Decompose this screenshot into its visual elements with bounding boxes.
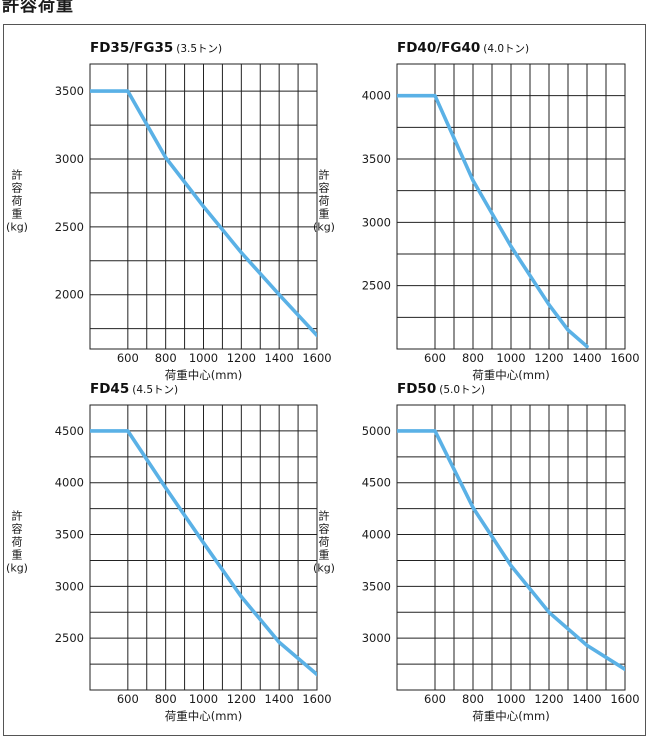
chart-frame (3, 24, 646, 736)
y-tick-label: 3500 (55, 528, 84, 542)
chart-title: FD40/FG40 (397, 40, 480, 56)
x-tick-label: 800 (462, 351, 484, 365)
series-line (397, 93, 589, 349)
chart-panel-4: 3000 3500 4000 4500 5000 600 800 1000 1200 1400 16… (313, 381, 640, 723)
x-tick-label: 600 (424, 351, 446, 365)
series-line (397, 429, 625, 672)
y-tick-label: 4000 (362, 89, 391, 103)
y-tick-label: 2000 (55, 288, 84, 302)
y-tick-label: 2500 (362, 279, 391, 293)
y-tick-label: 3500 (362, 579, 391, 593)
series-line (90, 429, 317, 677)
y-tick-label: 3000 (55, 579, 84, 593)
x-tick-label: 600 (424, 692, 446, 706)
x-tick-label: 800 (155, 692, 177, 706)
y-tick-label: 4500 (362, 476, 391, 490)
y-axis-label: 許容荷重(kg) (6, 169, 28, 234)
y-axis-label-part: 重 (12, 207, 23, 221)
y-tick-label: 5000 (362, 424, 391, 438)
y-axis-label-part: 荷 (12, 195, 23, 208)
y-axis-label-part: 荷 (12, 536, 23, 549)
x-tick-label: 1400 (572, 351, 601, 365)
chart-title: FD35/FG35 (90, 40, 173, 56)
chart-subtitle: (4.0トン) (483, 43, 529, 55)
x-tick-label: 1400 (572, 692, 601, 706)
x-tick-label: 1600 (302, 692, 331, 706)
y-tick-label: 2500 (55, 220, 84, 234)
x-axis-label: 荷重中心(mm) (472, 368, 549, 382)
y-tick-label: 4000 (362, 528, 391, 542)
series-line (90, 89, 317, 338)
x-axis-label: 荷重中心(mm) (165, 709, 242, 723)
y-axis-label-part: 許 (12, 510, 23, 523)
x-tick-label: 1200 (534, 351, 563, 365)
y-tick-label: 3000 (55, 152, 84, 166)
y-tick-label: 3000 (362, 631, 391, 645)
x-tick-label: 1400 (265, 692, 294, 706)
y-axis-label-part: 許 (319, 169, 330, 182)
page-title: 許容荷重 (2, 0, 74, 16)
y-axis-label-part: 容 (12, 181, 23, 195)
x-tick-label: 1600 (302, 351, 331, 365)
x-tick-label: 1000 (496, 351, 525, 365)
x-tick-label: 1200 (227, 351, 256, 365)
x-tick-label: 800 (462, 692, 484, 706)
header-bar: 許容荷重 (0, 0, 650, 16)
y-tick-label: 2500 (55, 631, 84, 645)
y-tick-label: 4000 (55, 476, 84, 490)
y-axis-label: 許容荷重(kg) (313, 510, 335, 575)
y-tick-label: 3000 (362, 215, 391, 229)
chart-title: FD45 (90, 381, 129, 397)
chart-title: FD50 (397, 381, 436, 397)
y-axis-label-part: 容 (319, 181, 330, 195)
x-tick-label: 1000 (496, 692, 525, 706)
y-axis-label-part: (kg) (6, 221, 28, 234)
x-tick-label: 1000 (189, 692, 218, 706)
chart-panel-3: 2500 3000 3500 4000 4500 600 800 1000 1200 1400 16… (6, 381, 332, 723)
y-axis-label-part: (kg) (313, 221, 335, 234)
x-tick-label: 1600 (610, 351, 639, 365)
x-axis-label: 荷重中心(mm) (165, 368, 242, 382)
chart-subtitle: (3.5トン) (176, 43, 222, 55)
y-tick-label: 3500 (362, 152, 391, 166)
x-axis-label: 荷重中心(mm) (472, 709, 549, 723)
x-tick-label: 600 (117, 351, 139, 365)
y-axis-label-part: 荷 (319, 195, 330, 208)
y-axis-label-part: 容 (319, 522, 330, 536)
y-tick-label: 3500 (55, 84, 84, 98)
y-axis-label-part: 重 (12, 548, 23, 562)
x-tick-label: 1200 (227, 692, 256, 706)
y-axis-label: 許容荷重(kg) (6, 510, 28, 575)
x-tick-label: 1600 (610, 692, 639, 706)
x-tick-label: 1200 (534, 692, 563, 706)
chart-panel-2: 2500 3000 3500 4000 600 800 1000 1200 1400 1600 荷重… (313, 40, 640, 382)
y-tick-label: 4500 (55, 424, 84, 438)
x-tick-label: 1000 (189, 351, 218, 365)
chart-subtitle: (4.5トン) (132, 384, 178, 396)
x-tick-label: 800 (155, 351, 177, 365)
y-axis-label-part: (kg) (6, 562, 28, 575)
y-axis-label-part: 重 (319, 207, 330, 221)
y-axis-label-part: 許 (12, 169, 23, 182)
chart-subtitle: (5.0トン) (439, 384, 485, 396)
y-axis-label-part: 許 (319, 510, 330, 523)
y-axis-label-part: (kg) (313, 562, 335, 575)
y-axis-label-part: 重 (319, 548, 330, 562)
y-axis-label-part: 容 (12, 522, 23, 536)
x-tick-label: 1400 (265, 351, 294, 365)
y-axis-label: 許容荷重(kg) (313, 169, 335, 234)
x-tick-label: 600 (117, 692, 139, 706)
y-axis-label-part: 荷 (319, 536, 330, 549)
